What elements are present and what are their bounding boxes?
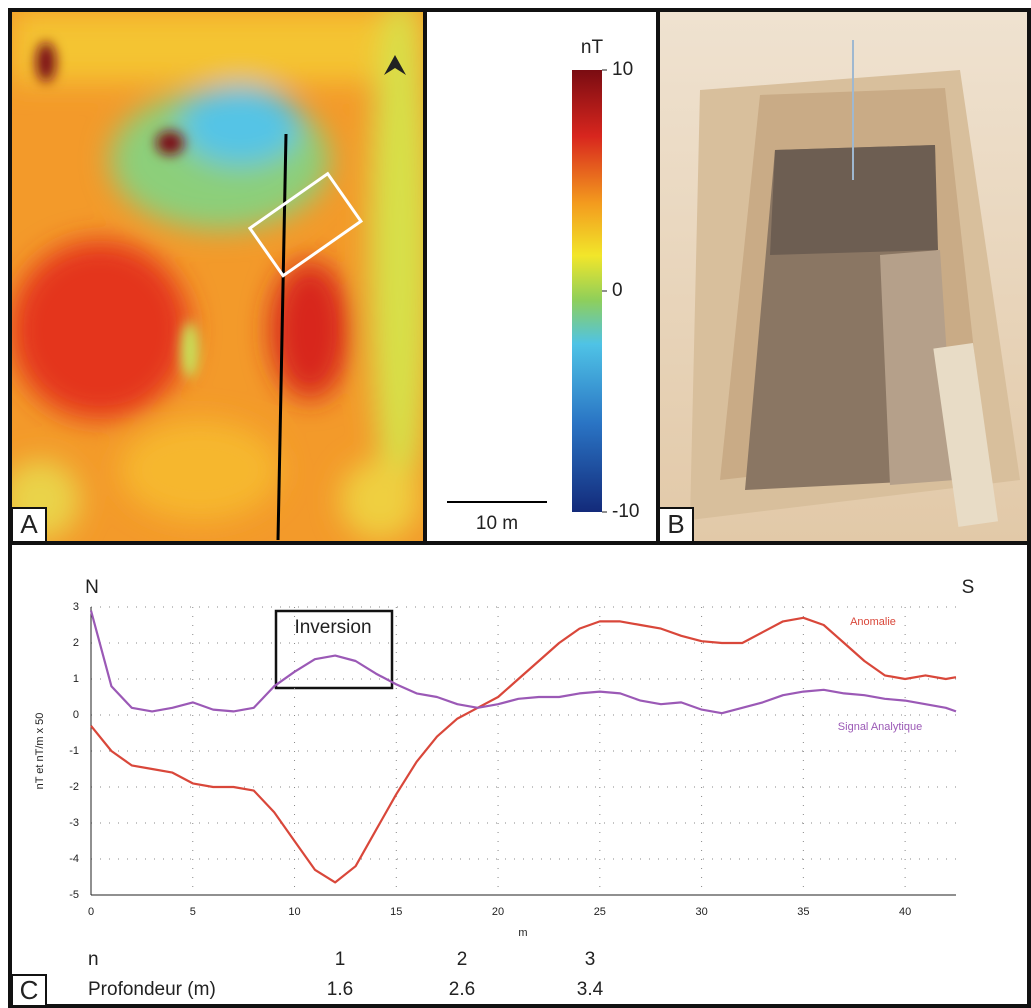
south-label: S xyxy=(962,577,975,598)
y-tick-label: -2 xyxy=(69,781,79,793)
x-tick-label: 30 xyxy=(695,906,707,918)
data-line xyxy=(89,610,957,715)
y-axis-label: nT et nT/m x 50 xyxy=(34,713,46,790)
magnetic-map xyxy=(12,12,424,542)
panel-label-boxes xyxy=(11,507,694,1007)
y-tick-label: 3 xyxy=(73,601,79,613)
table-header: n xyxy=(88,949,99,970)
y-tick-label: -4 xyxy=(69,853,79,865)
panel-borders xyxy=(8,8,1031,1008)
y-tick-label: -5 xyxy=(69,889,79,901)
x-tick-label: 35 xyxy=(797,906,809,918)
y-tick-label: 0 xyxy=(73,709,79,721)
x-tick-label: 5 xyxy=(190,906,196,918)
series-label: Signal Analytique xyxy=(838,721,922,733)
north-label: N xyxy=(85,577,99,598)
panel-label: B xyxy=(667,509,684,539)
table-value: 1.6 xyxy=(327,979,353,1000)
inversion-box xyxy=(274,609,394,690)
colorbar-tick-label: 0 xyxy=(612,280,623,301)
y-tick-label: -3 xyxy=(69,817,79,829)
x-tick-label: 15 xyxy=(390,906,402,918)
panel-label: A xyxy=(20,509,38,539)
trench-photo xyxy=(659,12,1029,542)
colorbar xyxy=(572,70,602,512)
inversion-label: Inversion xyxy=(294,617,371,638)
series-label: Anomalie xyxy=(850,616,896,628)
scale-bar-label: 10 m xyxy=(476,513,518,534)
y-tick-label: 1 xyxy=(73,673,79,685)
x-tick-label: 10 xyxy=(288,906,300,918)
colorbar-tick-label: -10 xyxy=(612,501,639,522)
table-value: 3.4 xyxy=(577,979,604,1000)
table-header: Profondeur (m) xyxy=(88,979,216,1000)
colorbar-panel xyxy=(426,12,657,542)
table-value: 3 xyxy=(585,949,596,970)
y-tick-label: 2 xyxy=(73,637,79,649)
x-axis-label: m xyxy=(518,927,527,939)
y-tick-label: -1 xyxy=(69,745,79,757)
table-value: 2 xyxy=(457,949,468,970)
x-tick-label: 20 xyxy=(492,906,504,918)
x-tick-label: 0 xyxy=(88,906,94,918)
x-tick-label: 25 xyxy=(594,906,606,918)
x-tick-label: 40 xyxy=(899,906,911,918)
table-value: 1 xyxy=(335,949,346,970)
colorbar-label: nT xyxy=(581,37,604,58)
table-value: 2.6 xyxy=(449,979,475,1000)
panel-label: C xyxy=(20,975,39,1005)
data-line xyxy=(90,616,957,884)
colorbar-tick-label: 10 xyxy=(612,59,633,80)
